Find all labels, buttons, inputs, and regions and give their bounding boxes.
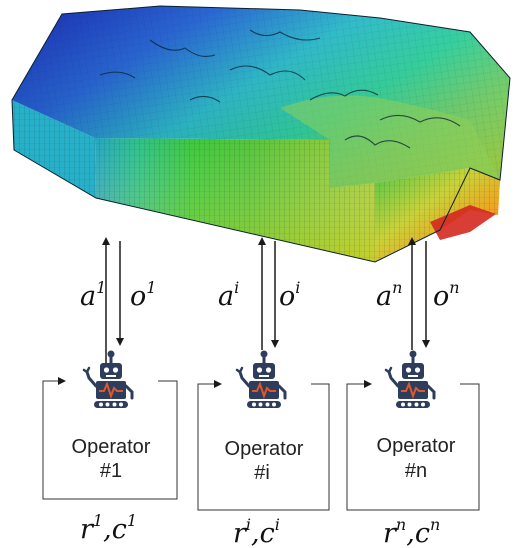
operator-id-n: #n xyxy=(405,460,427,482)
action-label-n: an xyxy=(376,278,402,312)
action-label-i: ai xyxy=(218,278,239,312)
action-label-1: a1 xyxy=(80,278,106,312)
operator-i-group: ai oi Operator #i ri,ci xyxy=(197,237,330,548)
reward-cost-label-i: ri,ci xyxy=(233,515,280,548)
observation-label-i: oi xyxy=(279,278,300,312)
operator-id-i: #i xyxy=(254,462,270,484)
operator-label-i: Operator xyxy=(225,438,304,460)
reward-cost-label-n: rn,cn xyxy=(383,515,440,548)
feedback-loop-i xyxy=(197,380,330,511)
operator-id-1: #1 xyxy=(100,460,122,482)
feedback-loop-1 xyxy=(42,377,178,500)
robot-icon xyxy=(82,349,134,410)
operator-label-1: Operator xyxy=(72,436,151,458)
operator-1-group: a1 o1 Operator #1 r1,c1 xyxy=(42,237,178,545)
operator-n-group: an on Operator #n rn,cn xyxy=(346,237,480,548)
observation-label-1: o1 xyxy=(130,278,156,312)
reward-cost-label-1: r1,c1 xyxy=(80,511,137,545)
observation-label-n: on xyxy=(433,278,460,312)
reservoir-model xyxy=(11,5,511,263)
feedback-loop-n xyxy=(346,380,480,511)
robot-icon xyxy=(384,349,436,410)
operator-label-n: Operator xyxy=(377,435,456,457)
robot-icon xyxy=(235,349,287,410)
